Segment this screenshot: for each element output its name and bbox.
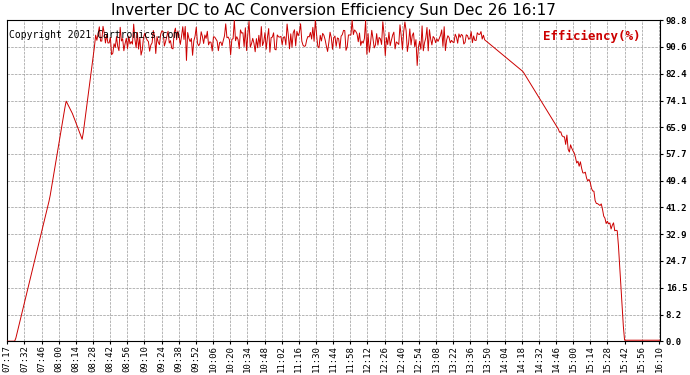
Text: Efficiency(%): Efficiency(%): [543, 30, 640, 43]
Text: Copyright 2021 Cartronics.com: Copyright 2021 Cartronics.com: [8, 30, 179, 40]
Title: Inverter DC to AC Conversion Efficiency Sun Dec 26 16:17: Inverter DC to AC Conversion Efficiency …: [111, 3, 556, 18]
